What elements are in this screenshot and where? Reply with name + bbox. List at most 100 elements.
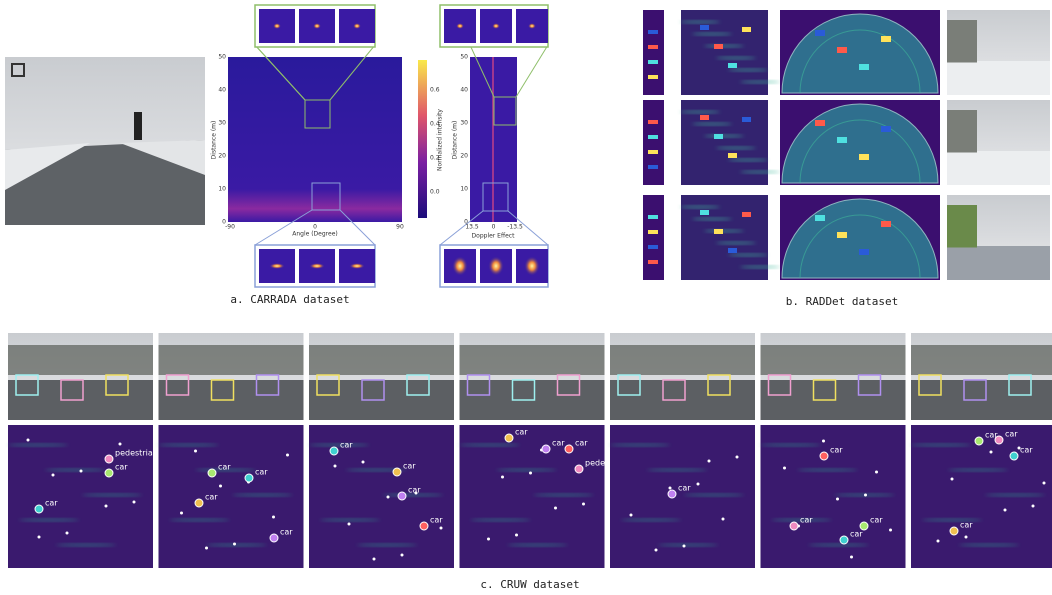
bbox bbox=[617, 374, 641, 396]
point bbox=[721, 517, 725, 521]
detection bbox=[667, 489, 677, 499]
bbox bbox=[105, 374, 129, 396]
detection bbox=[419, 521, 429, 531]
target bbox=[269, 263, 285, 269]
caption: b. RADDet dataset bbox=[786, 295, 899, 308]
bbox bbox=[165, 374, 190, 396]
object bbox=[859, 249, 869, 255]
zoom-box bbox=[304, 99, 331, 129]
y-tick-label: 20 bbox=[460, 153, 468, 160]
y-tick-label: 30 bbox=[218, 120, 226, 127]
detection bbox=[1009, 451, 1019, 461]
point bbox=[682, 544, 686, 548]
object-label: car bbox=[575, 439, 588, 448]
point bbox=[707, 459, 711, 463]
streak bbox=[692, 122, 732, 126]
snow bbox=[120, 140, 205, 175]
y-axis-label: Distance (m) bbox=[211, 121, 218, 160]
trees bbox=[760, 345, 906, 375]
trees bbox=[947, 110, 977, 153]
object-label: car bbox=[870, 516, 883, 525]
object bbox=[648, 120, 658, 124]
fan-inner bbox=[799, 214, 921, 279]
object bbox=[648, 45, 658, 49]
target bbox=[456, 23, 464, 29]
bbox bbox=[767, 374, 792, 396]
object-label: car bbox=[515, 428, 528, 437]
trees bbox=[610, 345, 755, 375]
point bbox=[864, 493, 867, 497]
streak bbox=[459, 443, 520, 447]
streak bbox=[692, 217, 732, 221]
zoom-box bbox=[493, 96, 517, 126]
streak bbox=[728, 68, 768, 72]
caption: c. CRUW dataset bbox=[480, 578, 579, 591]
streak bbox=[8, 443, 68, 447]
y-tick-label: 50 bbox=[218, 54, 226, 61]
point bbox=[347, 522, 351, 526]
road bbox=[947, 61, 1050, 95]
streak bbox=[19, 518, 79, 522]
object bbox=[859, 64, 869, 70]
point bbox=[850, 555, 853, 559]
object bbox=[648, 75, 658, 79]
x-tick-label: -13.5 bbox=[507, 224, 523, 231]
point bbox=[104, 504, 108, 508]
bbox bbox=[812, 379, 837, 401]
bbox bbox=[466, 374, 491, 396]
streak bbox=[309, 443, 369, 447]
detection bbox=[244, 473, 254, 483]
streak bbox=[470, 518, 531, 522]
object bbox=[881, 221, 891, 227]
point bbox=[194, 449, 197, 453]
point bbox=[783, 466, 786, 470]
streak bbox=[206, 543, 267, 547]
point bbox=[233, 542, 236, 546]
object bbox=[728, 153, 737, 158]
y-tick-label: 40 bbox=[218, 87, 226, 94]
streak bbox=[507, 543, 568, 547]
object bbox=[648, 215, 658, 219]
detection bbox=[207, 468, 217, 478]
detection bbox=[504, 433, 514, 443]
streak bbox=[684, 493, 744, 497]
point bbox=[219, 484, 222, 488]
streak bbox=[169, 518, 230, 522]
object-label: car bbox=[430, 516, 443, 525]
streak bbox=[740, 265, 780, 269]
object bbox=[742, 212, 751, 217]
zoom-line bbox=[469, 44, 495, 98]
streak bbox=[82, 493, 142, 497]
bbox bbox=[210, 379, 235, 401]
colorbar bbox=[418, 60, 427, 218]
detection bbox=[789, 521, 799, 531]
point bbox=[501, 475, 504, 479]
point bbox=[875, 470, 878, 474]
detection bbox=[994, 435, 1004, 445]
point bbox=[414, 491, 418, 495]
object-label: car bbox=[280, 528, 293, 537]
point bbox=[629, 513, 633, 517]
y-axis-label: Distance (m) bbox=[452, 121, 459, 160]
bbox bbox=[361, 379, 385, 401]
y-tick-label: 20 bbox=[218, 153, 226, 160]
point bbox=[950, 477, 954, 481]
raddet-grid bbox=[643, 10, 1050, 280]
streak bbox=[808, 543, 869, 547]
zoom-line bbox=[339, 209, 376, 246]
point bbox=[333, 464, 337, 468]
bbox bbox=[511, 379, 536, 401]
bbox bbox=[556, 374, 581, 396]
object bbox=[728, 248, 737, 253]
trees bbox=[947, 205, 977, 248]
x-axis-label: Doppler Effect bbox=[472, 233, 516, 240]
colorbar-tick-label: 0.4 bbox=[430, 121, 440, 128]
object bbox=[714, 134, 723, 139]
object bbox=[837, 232, 847, 238]
object-label: car bbox=[552, 439, 565, 448]
streak bbox=[716, 241, 756, 245]
streak bbox=[959, 543, 1019, 547]
point bbox=[836, 497, 839, 501]
streak bbox=[740, 170, 780, 174]
